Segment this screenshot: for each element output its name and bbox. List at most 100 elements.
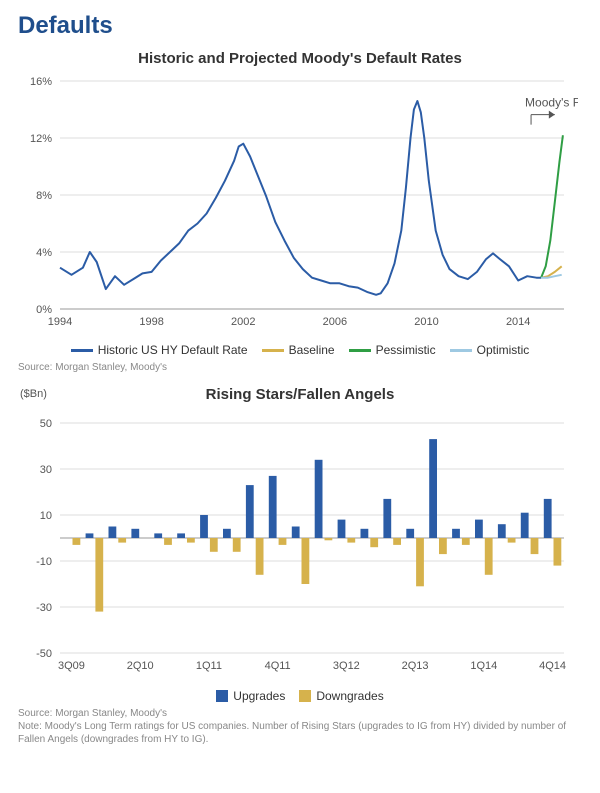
chart2-legend: Upgrades Downgrades bbox=[18, 689, 582, 703]
bar-upgrades bbox=[383, 499, 391, 538]
chart1-legend-item: Pessimistic bbox=[349, 343, 436, 357]
svg-text:3Q09: 3Q09 bbox=[58, 660, 85, 672]
svg-text:8%: 8% bbox=[36, 190, 52, 202]
bar-downgrades bbox=[187, 538, 195, 543]
chart1-legend-item: Optimistic bbox=[450, 343, 530, 357]
bar-upgrades bbox=[338, 520, 346, 538]
svg-text:-30: -30 bbox=[36, 602, 52, 614]
bar-downgrades bbox=[279, 538, 287, 545]
chart2-legend-item: Upgrades bbox=[216, 689, 285, 703]
svg-text:10: 10 bbox=[40, 510, 52, 522]
svg-text:2002: 2002 bbox=[231, 316, 255, 328]
svg-text:2Q13: 2Q13 bbox=[402, 660, 429, 672]
bar-downgrades bbox=[73, 538, 81, 545]
page-title: Defaults bbox=[0, 0, 600, 46]
bar-downgrades bbox=[416, 538, 424, 586]
chart2-surface: -50 -30 -10 10 30 50 3Q09 2Q10 1Q11 4Q11 3Q12 2Q13 1… bbox=[18, 407, 578, 687]
svg-text:1998: 1998 bbox=[139, 316, 163, 328]
bar-downgrades bbox=[118, 538, 126, 543]
bar-downgrades bbox=[439, 538, 447, 554]
chart1-series-pessimistic bbox=[541, 135, 563, 278]
bar-downgrades bbox=[531, 538, 539, 554]
svg-text:Moody's Forecast: Moody's Forecast bbox=[525, 96, 578, 110]
chart1-series-historic-us-hy-default-rate bbox=[60, 101, 541, 295]
bar-upgrades bbox=[544, 499, 552, 538]
bar-downgrades bbox=[95, 538, 103, 612]
chart1-legend-item: Historic US HY Default Rate bbox=[71, 343, 248, 357]
bar-upgrades bbox=[223, 529, 231, 538]
svg-text:30: 30 bbox=[40, 464, 52, 476]
bar-upgrades bbox=[429, 439, 437, 538]
chart1-block: Historic and Projected Moody's Default R… bbox=[0, 46, 600, 359]
chart2-legend-item: Downgrades bbox=[299, 689, 383, 703]
bar-upgrades bbox=[315, 460, 323, 538]
svg-text:2Q10: 2Q10 bbox=[127, 660, 154, 672]
bar-upgrades bbox=[292, 527, 300, 539]
chart1-legend: Historic US HY Default Rate Baseline Pessi… bbox=[18, 343, 582, 357]
svg-text:-50: -50 bbox=[36, 648, 52, 660]
svg-text:2006: 2006 bbox=[323, 316, 347, 328]
svg-text:3Q12: 3Q12 bbox=[333, 660, 360, 672]
bar-upgrades bbox=[475, 520, 483, 538]
bar-upgrades bbox=[269, 476, 277, 538]
bar-upgrades bbox=[86, 533, 94, 538]
svg-text:50: 50 bbox=[40, 418, 52, 430]
bar-downgrades bbox=[485, 538, 493, 575]
bar-upgrades bbox=[177, 533, 185, 538]
bar-downgrades bbox=[554, 538, 562, 566]
svg-text:1994: 1994 bbox=[48, 316, 72, 328]
legend-swatch bbox=[450, 349, 472, 352]
bar-downgrades bbox=[302, 538, 310, 584]
legend-label: Pessimistic bbox=[376, 343, 436, 357]
svg-text:1Q11: 1Q11 bbox=[196, 660, 222, 672]
legend-label: Historic US HY Default Rate bbox=[98, 343, 248, 357]
bar-upgrades bbox=[131, 529, 139, 538]
legend-label: Baseline bbox=[289, 343, 335, 357]
svg-text:4Q11: 4Q11 bbox=[265, 660, 291, 672]
bar-upgrades bbox=[498, 524, 506, 538]
legend-swatch bbox=[71, 349, 93, 352]
bar-upgrades bbox=[361, 529, 369, 538]
bar-upgrades bbox=[406, 529, 414, 538]
bar-upgrades bbox=[154, 533, 162, 538]
svg-text:2010: 2010 bbox=[414, 316, 438, 328]
bar-upgrades bbox=[521, 513, 529, 538]
bar-downgrades bbox=[256, 538, 264, 575]
svg-text:16%: 16% bbox=[30, 76, 52, 88]
legend-label: Upgrades bbox=[233, 689, 285, 703]
svg-text:2014: 2014 bbox=[506, 316, 530, 328]
chart2-title: Rising Stars/Fallen Angels bbox=[18, 386, 582, 403]
bar-downgrades bbox=[325, 538, 333, 540]
bar-upgrades bbox=[452, 529, 460, 538]
chart2-note: Note: Moody's Long Term ratings for US c… bbox=[18, 721, 566, 745]
bar-downgrades bbox=[462, 538, 470, 545]
bar-downgrades bbox=[233, 538, 241, 552]
svg-text:12%: 12% bbox=[30, 133, 52, 145]
svg-text:4Q14: 4Q14 bbox=[539, 660, 566, 672]
bar-downgrades bbox=[508, 538, 516, 543]
bar-downgrades bbox=[370, 538, 378, 547]
chart1-source: Source: Morgan Stanley, Moody's bbox=[0, 359, 600, 384]
svg-text:1Q14: 1Q14 bbox=[470, 660, 497, 672]
legend-swatch bbox=[349, 349, 371, 352]
chart2-block: ($Bn) Rising Stars/Fallen Angels -50-30-… bbox=[0, 384, 600, 705]
legend-swatch bbox=[299, 690, 311, 702]
svg-text:-10: -10 bbox=[36, 556, 52, 568]
bar-upgrades bbox=[109, 527, 117, 539]
bar-downgrades bbox=[393, 538, 401, 545]
svg-text:4%: 4% bbox=[36, 247, 52, 259]
chart2-source-note: Source: Morgan Stanley, Moody's Note: Mo… bbox=[0, 705, 600, 756]
chart1-legend-item: Baseline bbox=[262, 343, 335, 357]
chart2-source: Source: Morgan Stanley, Moody's bbox=[18, 708, 167, 719]
legend-label: Downgrades bbox=[316, 689, 383, 703]
chart1-title: Historic and Projected Moody's Default R… bbox=[18, 50, 582, 67]
bar-downgrades bbox=[164, 538, 172, 545]
chart1-surface: 0% 4% 8% 12% 16% 1994 1998 2002 2006 2010 2014 Mood… bbox=[18, 71, 578, 341]
legend-swatch bbox=[262, 349, 284, 352]
bar-downgrades bbox=[347, 538, 355, 543]
bar-downgrades bbox=[210, 538, 218, 552]
legend-swatch bbox=[216, 690, 228, 702]
bar-upgrades bbox=[246, 485, 254, 538]
svg-text:0%: 0% bbox=[36, 304, 52, 316]
legend-label: Optimistic bbox=[477, 343, 530, 357]
